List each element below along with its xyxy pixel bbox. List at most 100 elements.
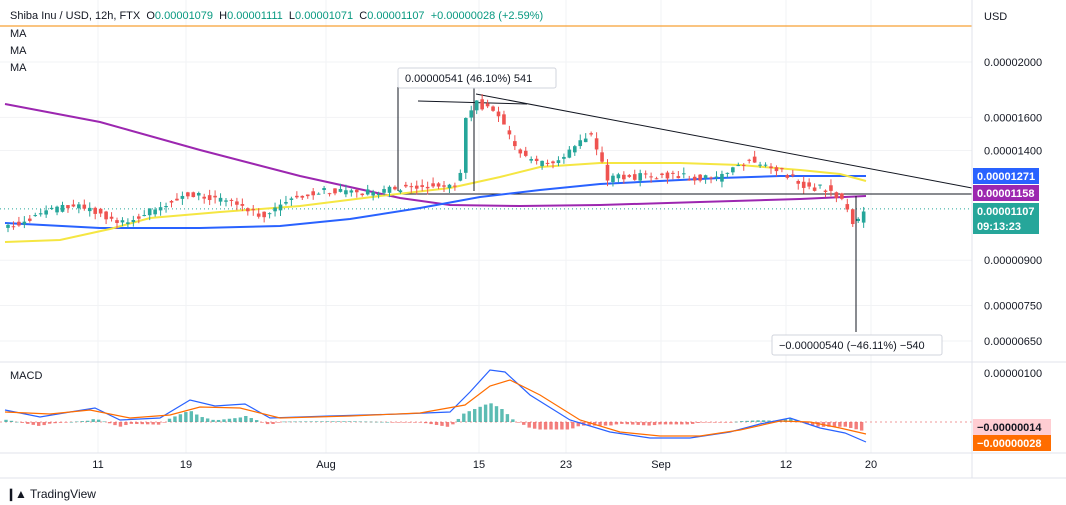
candle <box>502 110 506 125</box>
candle <box>812 183 817 192</box>
candle <box>191 191 196 198</box>
macd-histogram-bar <box>761 420 766 422</box>
macd-histogram-bar <box>293 421 297 423</box>
candle <box>758 161 762 168</box>
price-badge <box>973 168 1039 184</box>
candle-body <box>458 172 463 181</box>
macd-histogram-bar <box>167 418 172 422</box>
macd-histogram-bar <box>195 414 199 422</box>
candle <box>137 213 141 224</box>
candle <box>469 105 474 122</box>
x-tick-label: 23 <box>560 459 572 471</box>
tradingview-logo[interactable]: ❙▲ TradingView <box>6 487 96 501</box>
macd-histogram-bar <box>576 422 580 427</box>
candle <box>17 216 21 227</box>
macd-histogram-bar <box>391 422 395 423</box>
candle-body <box>311 191 315 196</box>
macd-histogram-bar <box>423 422 428 424</box>
candle-body <box>518 149 523 154</box>
candle-body <box>436 183 441 187</box>
candle-body <box>698 174 702 181</box>
ma-indicator-label[interactable]: MA <box>10 28 27 40</box>
macd-histogram-bar <box>265 422 270 425</box>
candle-body <box>387 186 392 193</box>
macd-histogram-bar <box>374 421 379 423</box>
candle-body <box>545 162 550 164</box>
candle <box>523 146 528 158</box>
macd-histogram-bar <box>718 422 722 423</box>
candle-body <box>622 174 626 180</box>
candle <box>861 206 866 228</box>
candle-body <box>600 152 604 162</box>
candle <box>224 197 228 207</box>
macd-histogram-bar <box>320 421 324 422</box>
candle-body <box>120 220 125 223</box>
candle <box>643 170 648 179</box>
macd-histogram-bar <box>156 422 161 425</box>
candle-body <box>507 130 512 135</box>
candle-body <box>741 164 746 166</box>
candle-body <box>322 188 326 191</box>
macd-histogram-bar <box>810 422 815 426</box>
macd-histogram-bar <box>549 422 553 430</box>
candle <box>562 153 566 164</box>
macd-histogram-bar <box>227 418 232 422</box>
macd-histogram-bar <box>745 420 749 422</box>
candle-body <box>169 200 174 203</box>
candle-body <box>496 111 501 117</box>
candle-body <box>567 149 572 158</box>
macd-histogram-bar <box>347 421 352 422</box>
candle <box>594 132 599 156</box>
macd-histogram-bar <box>750 420 755 422</box>
candle <box>169 199 174 208</box>
candle-body <box>164 206 168 208</box>
candle <box>632 169 637 181</box>
candle <box>104 210 108 225</box>
y-tick-label: 0.00001600 <box>984 112 1042 124</box>
y-tick-label: 0.00001400 <box>984 146 1042 158</box>
candle-body <box>71 204 76 207</box>
candle <box>529 156 533 164</box>
candle <box>464 117 468 179</box>
candle-body <box>605 164 610 181</box>
candle-body <box>485 103 490 107</box>
candle <box>692 174 697 185</box>
macd-indicator-label[interactable]: MACD <box>10 370 43 382</box>
macd-histogram-bar <box>712 422 717 423</box>
ma-indicator-label[interactable]: MA <box>10 45 27 57</box>
currency-label[interactable]: USD <box>984 11 1008 23</box>
ma-indicator-label[interactable]: MA <box>10 62 27 74</box>
candle <box>284 195 288 206</box>
macd-histogram-bar <box>287 421 292 423</box>
macd-histogram-bar <box>767 420 771 422</box>
candle <box>371 189 375 201</box>
macd-histogram-bar <box>838 422 842 427</box>
candle-body <box>224 200 228 202</box>
y-tick-label: 0.00000750 <box>984 300 1042 312</box>
macd-histogram-bar <box>538 422 542 430</box>
candle-body <box>414 185 419 189</box>
close-value: 0.00001107 <box>367 10 425 22</box>
macd-histogram-bar <box>483 404 488 422</box>
candle <box>791 169 795 178</box>
candle-body <box>284 202 288 204</box>
candle-body <box>502 114 506 125</box>
candle <box>431 177 435 189</box>
candle-body <box>338 188 343 192</box>
candle-body <box>175 198 179 201</box>
candle <box>834 191 839 203</box>
candle-body <box>611 175 615 182</box>
candle <box>213 190 217 204</box>
macd-histogram-bar <box>663 422 668 425</box>
measure-box <box>771 334 943 356</box>
candle-body <box>398 190 403 193</box>
macd-histogram-bar <box>816 422 820 427</box>
candle <box>218 193 223 206</box>
symbol-title[interactable]: Shiba Inu / USD, 12h, FTX <box>10 10 141 22</box>
candle-body <box>153 209 157 215</box>
high-label: H <box>219 10 228 22</box>
candle <box>545 159 550 167</box>
candle-body <box>474 100 479 111</box>
candle <box>251 205 256 216</box>
